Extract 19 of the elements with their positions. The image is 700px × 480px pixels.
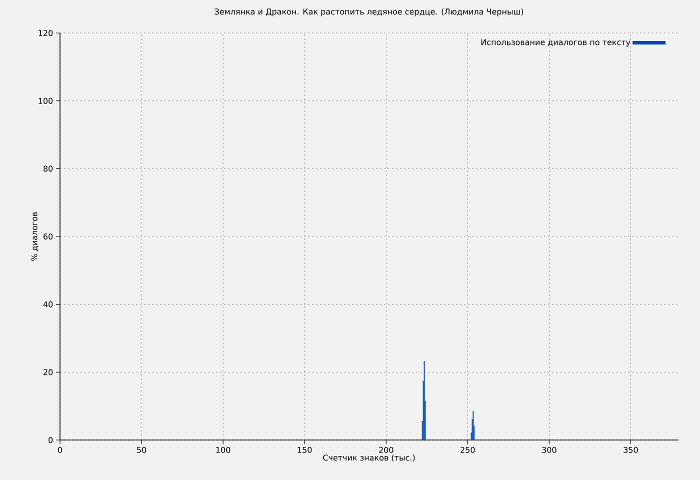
legend-label: Использование диалогов по тексту	[481, 39, 630, 47]
x-tick-label: 300	[542, 446, 556, 453]
y-tick-label: 100	[38, 98, 53, 104]
y-tick-label: 60	[44, 233, 53, 240]
y-tick-label: 80	[44, 166, 53, 172]
y-axis-title: % диалогов	[31, 212, 38, 261]
chart-title: Землянка и Дракон. Как растопить ледяное сердце. (Людмила Черныш)	[214, 8, 524, 16]
y-tick-label: 40	[43, 301, 53, 308]
x-tick-label: 100	[216, 446, 230, 453]
y-tick-label: 0	[48, 436, 53, 444]
x-axis-title: Счетчик знаков (тыс.)	[323, 454, 415, 462]
x-tick-label: 0	[58, 446, 62, 453]
x-tick-label: 200	[379, 446, 394, 453]
y-tick-label: 120	[38, 30, 53, 36]
y-tick-label: 20	[44, 369, 53, 376]
x-tick-label: 50	[137, 446, 146, 453]
x-tick-label: 350	[624, 446, 638, 453]
x-tick-label: 250	[460, 446, 475, 453]
x-tick-label: 150	[298, 446, 312, 453]
